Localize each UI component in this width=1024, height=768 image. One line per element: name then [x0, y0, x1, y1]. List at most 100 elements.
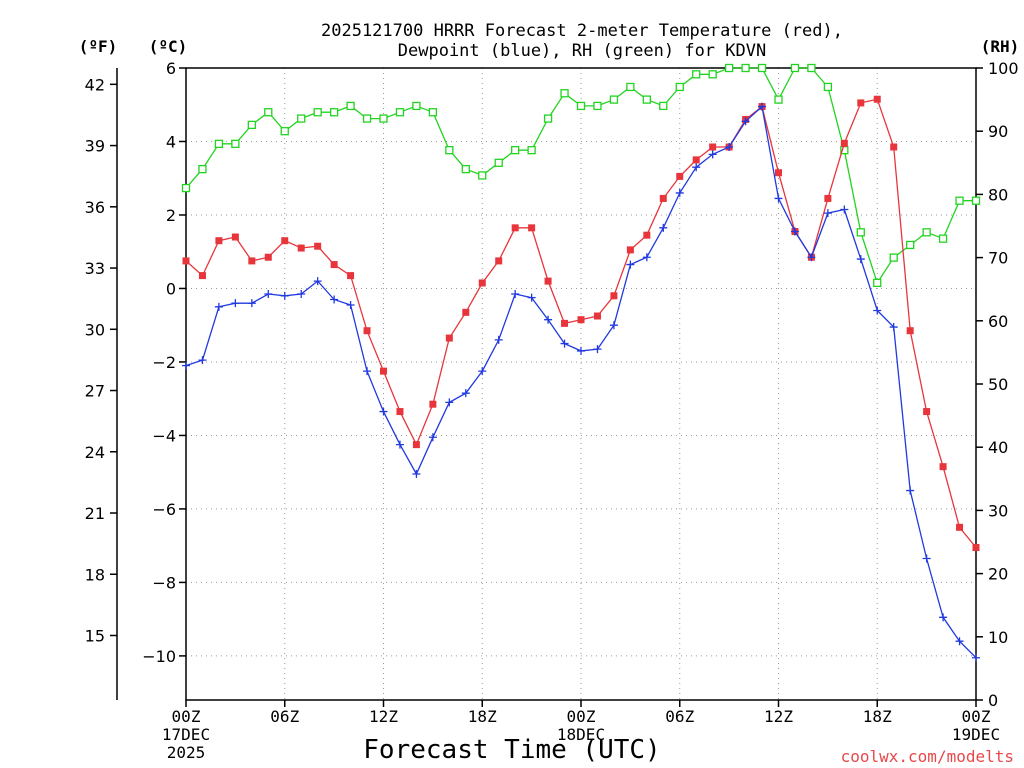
temperature-point [528, 224, 536, 232]
dewpoint-point [626, 260, 635, 269]
dewpoint-point [955, 637, 964, 646]
dewpoint-point [346, 301, 355, 309]
temperature-point [182, 257, 190, 265]
dewpoint-point [906, 486, 915, 495]
temperature-point [840, 139, 848, 147]
rh-point [412, 101, 421, 111]
rh-point [593, 101, 602, 111]
rh-point [576, 101, 586, 111]
dewpoint-point [659, 223, 668, 232]
rh-point [724, 63, 734, 73]
dewpoint-point [461, 389, 470, 398]
rh-point [757, 63, 767, 73]
time-tick-label: 12Z [764, 707, 793, 726]
dewpoint-point [939, 613, 948, 622]
time-tick-label: 12Z [369, 707, 398, 726]
temperature-point [281, 237, 289, 245]
dewpoint-point [593, 345, 602, 354]
temperature-point [692, 156, 700, 164]
dewpoint-point [741, 117, 750, 126]
rh-point [807, 63, 816, 73]
dewpoint-point [708, 150, 717, 159]
time-tick-label: 00Z [962, 707, 991, 726]
dewpoint-point [214, 302, 223, 311]
dewpoint-point [264, 289, 273, 298]
rh-point [478, 171, 487, 180]
rh-point [692, 70, 701, 79]
rh-point [609, 95, 619, 104]
temperature-point [775, 169, 782, 177]
credit-text: coolwx.com/modelts [841, 747, 1014, 766]
temperature-point [314, 242, 322, 250]
time-tick-label: 00Z [172, 707, 201, 726]
temperature-point [923, 408, 931, 416]
celsius-tick-label: −4 [152, 426, 176, 445]
temperature-point [956, 523, 964, 531]
temperature-point [626, 246, 634, 254]
celsius-tick-label: 4 [166, 132, 176, 151]
fahrenheit-axis: 42 39 36 33 30 27 24 21 18 15 [85, 75, 117, 645]
celsius-tick-label: 2 [166, 206, 176, 225]
rh-tick-label: 20 [988, 565, 1008, 584]
temperature-point [330, 261, 338, 269]
temperature-point [906, 327, 914, 335]
rh-point [264, 108, 273, 117]
rh-point [675, 82, 684, 92]
dewpoint-point [478, 367, 487, 376]
dewpoint-point [577, 346, 585, 355]
dewpoint-point [873, 306, 882, 315]
rh-point [741, 63, 750, 73]
rh-point [362, 114, 372, 123]
temperature-point [380, 367, 387, 375]
rh-point [445, 146, 454, 155]
temperature-point [264, 253, 272, 261]
rh-point [511, 146, 520, 155]
celsius-tick-label: 0 [166, 279, 176, 298]
temperature-point [511, 224, 519, 232]
temperature-point [363, 327, 371, 335]
rh-point [231, 139, 240, 148]
dewpoint-point [856, 255, 865, 264]
rh-point [329, 108, 339, 117]
dewpoint-point [231, 299, 240, 308]
temperature-point [610, 292, 618, 300]
dewpoint-point [428, 433, 437, 442]
rh-point [626, 82, 635, 92]
dewpoint-point [692, 163, 701, 172]
temperature-point [824, 194, 832, 202]
time-tick-label: 18Z [468, 707, 497, 726]
temperature-point [215, 237, 223, 245]
rh-point [708, 70, 717, 79]
dewpoint-point [445, 398, 454, 407]
rh-tick-label: 0 [988, 691, 998, 710]
dewpoint-point [363, 367, 372, 376]
time-tick-label: 06Z [665, 707, 694, 726]
rh-point [280, 127, 289, 136]
rh-tick-label: 30 [988, 501, 1008, 520]
rh-unit-label: (RH) [981, 37, 1020, 56]
temperature-point [544, 277, 552, 285]
dewpoint-point [807, 253, 816, 262]
rh-point [494, 158, 503, 167]
rh-point [198, 164, 207, 174]
rh-point [461, 164, 470, 174]
dewpoint-point [247, 299, 256, 308]
dewpoint-point [972, 653, 980, 662]
rh-point [873, 278, 882, 288]
rh-tick-label: 90 [988, 122, 1008, 141]
temperature-point [412, 441, 420, 449]
rh-point [313, 108, 322, 117]
fahrenheit-tick-label: 24 [85, 443, 105, 462]
rh-point [889, 253, 898, 262]
series-layer [181, 63, 981, 662]
rh-point [774, 95, 783, 104]
rh-tick-label: 80 [988, 185, 1008, 204]
dewpoint-point [922, 554, 931, 563]
fahrenheit-tick-label: 18 [85, 565, 105, 584]
temperature-point [857, 99, 865, 107]
rh-point [346, 101, 355, 111]
fahrenheit-tick-label: 33 [85, 259, 105, 278]
celsius-tick-label: −10 [142, 647, 176, 666]
